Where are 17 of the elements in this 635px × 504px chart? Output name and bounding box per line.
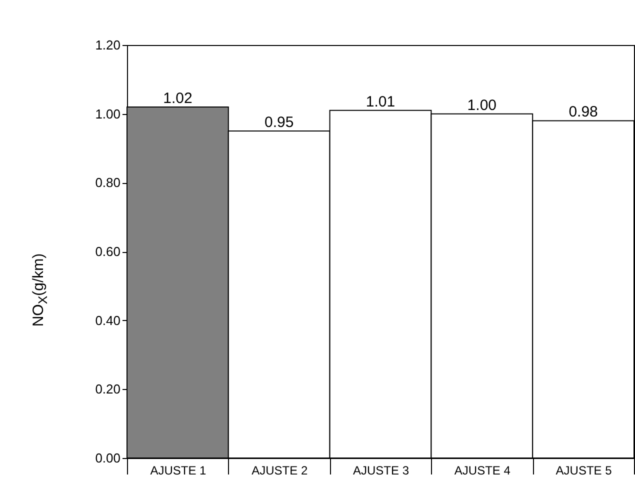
y-tick-label: 0.40 bbox=[95, 312, 120, 328]
x-tick-label: AJUSTE 3 bbox=[352, 464, 410, 478]
x-tick-label: AJUSTE 1 bbox=[150, 464, 207, 478]
data-label: 1.01 bbox=[366, 93, 396, 110]
data-label: 0.98 bbox=[568, 104, 598, 121]
data-label: 0.95 bbox=[264, 114, 294, 132]
y-tick-label: 1.00 bbox=[95, 106, 120, 122]
y-tick-label: 0.00 bbox=[95, 450, 120, 466]
data-label: 1.02 bbox=[163, 90, 192, 107]
y-tick-label: 0.60 bbox=[95, 244, 120, 259]
x-tick-label: AJUSTE 2 bbox=[252, 464, 308, 478]
y-tick-label: 1.20 bbox=[95, 38, 120, 52]
data-label: 1.00 bbox=[467, 96, 496, 114]
x-tick-label: AJUSTE 5 bbox=[556, 464, 612, 478]
x-tick-label: AJUSTE 4 bbox=[454, 464, 511, 478]
y-tick-label: 0.80 bbox=[95, 175, 120, 190]
y-tick-label: 0.20 bbox=[95, 382, 120, 397]
